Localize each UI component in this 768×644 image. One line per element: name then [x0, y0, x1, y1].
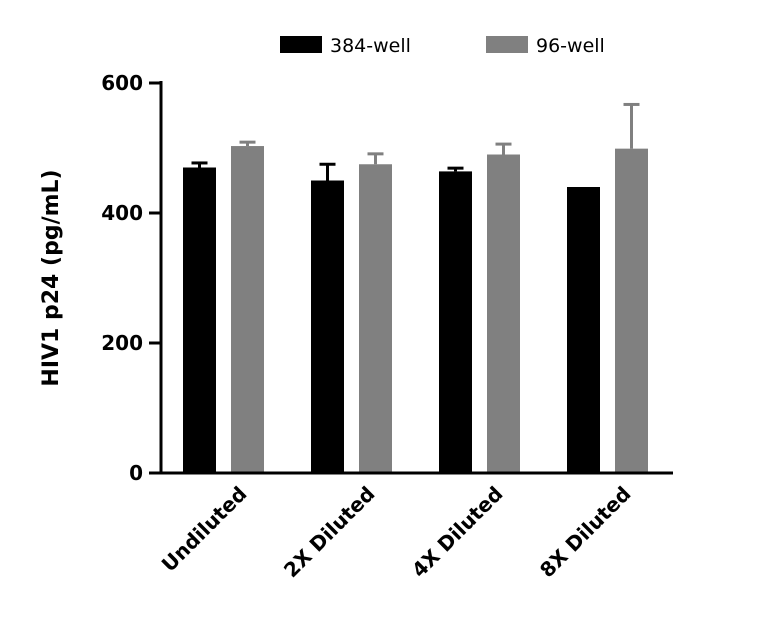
- bar-96-well: [231, 146, 264, 474]
- y-tick-label: 400: [101, 201, 143, 225]
- y-tick-label: 0: [129, 461, 143, 485]
- bar-96-well: [359, 164, 392, 473]
- y-tick-label: 600: [101, 71, 143, 95]
- bar-96-well: [487, 154, 520, 473]
- bar-384-well: [439, 171, 472, 473]
- legend-label: 96-well: [536, 35, 605, 57]
- y-axis-label: HIV1 p24 (pg/mL): [39, 169, 64, 386]
- bar-384-well: [183, 167, 216, 473]
- legend-swatch: [280, 36, 322, 53]
- bar-384-well: [311, 180, 344, 473]
- legend: 384-well 96-well: [280, 35, 605, 57]
- x-tick-label: 4X Diluted: [407, 482, 508, 583]
- bar-96-well: [615, 148, 648, 473]
- x-tick-label: Undiluted: [157, 482, 252, 577]
- legend-label: 384-well: [330, 35, 411, 57]
- legend-swatch: [486, 36, 528, 53]
- x-tick-label: 8X Diluted: [535, 482, 636, 583]
- x-tick-label: 2X Diluted: [279, 482, 380, 583]
- y-tick-label: 200: [101, 331, 143, 355]
- bar-384-well: [567, 187, 600, 473]
